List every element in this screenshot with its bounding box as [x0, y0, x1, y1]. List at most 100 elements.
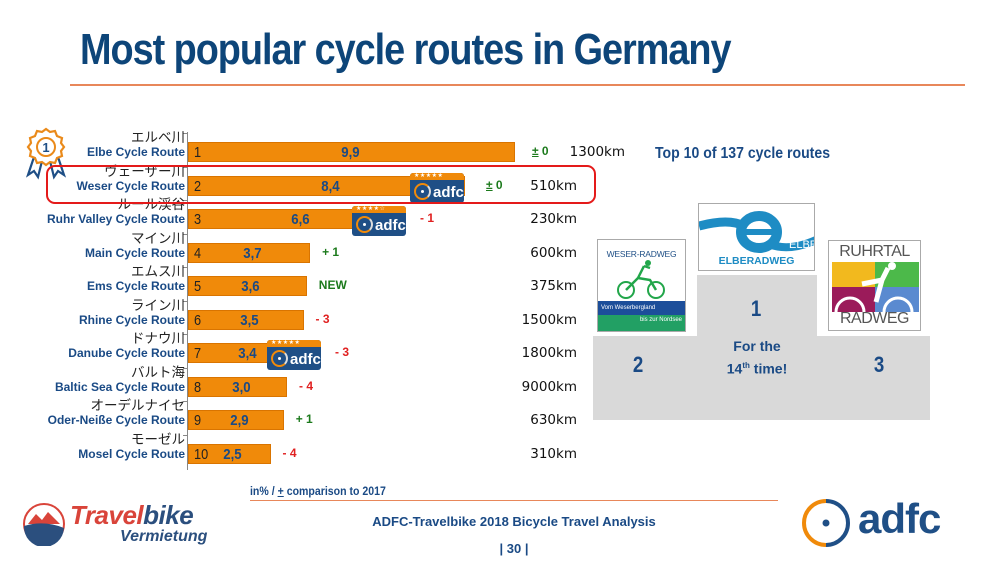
podium-first [697, 275, 817, 420]
adfc-star-badge: ★★★★★ adfc [267, 340, 321, 370]
route-length: 310km [530, 445, 577, 462]
bar: 8 3,0 [188, 376, 287, 397]
route-label: バルト海 Baltic Sea Cycle Route [0, 364, 185, 394]
svg-text:ELBE: ELBE [789, 239, 815, 251]
bar-rank-label: 5 [194, 278, 202, 295]
route-name-japanese: エルベ川 [131, 130, 185, 146]
route-length: 1800km [521, 345, 577, 361]
weser-highlight-outline [46, 165, 596, 204]
page-number: | 30 | [499, 541, 529, 556]
change-indicator: NEW [318, 278, 347, 292]
ruhrtal-cyclist-icon [834, 262, 914, 312]
bar: 4 3,7 [188, 242, 311, 263]
route-name-english: Oder-Neiße Cycle Route [47, 413, 185, 427]
route-name-japanese: モーゼル [131, 431, 185, 448]
weser-radweg-logo: WESER-RADWEG Vom Weserbergland bis zur N… [597, 239, 686, 332]
bar-rank-label: 1 [194, 144, 202, 161]
bar: 3 6,6 [188, 209, 406, 229]
route-name-japanese: ヴェーザー川 [104, 163, 185, 180]
y-axis-tick [183, 434, 187, 436]
elbe-radweg-logo: ELBE ELBERADWEG [698, 203, 815, 271]
bar: 9 2,9 [188, 410, 284, 430]
footer-divider [250, 500, 778, 501]
bar-value-label: 2,9 [230, 412, 249, 429]
badge-text: adfc [433, 183, 464, 201]
podium-note: For the 14th time! [726, 338, 788, 377]
badge-text: adfc [375, 217, 406, 234]
podium-place-2: 2 [632, 352, 644, 377]
route-name-japanese: バルト海 [131, 364, 185, 381]
ruhrtal-radweg-logo: RUHRTAL RADWEG [828, 240, 921, 331]
route-name-japanese: ドナウ川 [131, 331, 185, 347]
y-axis-tick [183, 334, 187, 335]
bar-rank-label: 9 [194, 412, 202, 429]
route-name-english: Ems Cycle Route [86, 279, 185, 293]
route-name-japanese: エムス川 [131, 264, 185, 280]
route-name-english: Main Cycle Route [84, 245, 185, 260]
route-name-english: Elbe Cycle Route [86, 145, 185, 159]
route-name-english: Danube Cycle Route [68, 346, 185, 360]
badge-text: adfc [290, 351, 321, 368]
route-name-japanese: ライン川 [131, 297, 185, 314]
route-length: 1500km [521, 311, 577, 328]
y-axis-tick [183, 401, 187, 402]
bar: 5 3,6 [188, 276, 307, 296]
podium-place-3: 3 [873, 352, 885, 377]
bar: 10 2,5 [188, 443, 271, 464]
y-axis-tick [183, 166, 187, 168]
adfc-logo: adfc [800, 495, 965, 549]
route-length: 600km [530, 244, 577, 261]
bar-rank-label: 10 [194, 445, 209, 463]
bar: 2 8,4 [188, 175, 466, 196]
route-label: マイン川 Main Cycle Route [0, 230, 185, 260]
change-indicator: + 1 [295, 412, 313, 426]
route-label: モーゼル Mosel Cycle Route [0, 431, 185, 461]
bar-value-label: 8,4 [320, 177, 340, 195]
cyclist-icon [617, 260, 665, 299]
bar-rank-label: 7 [194, 345, 202, 362]
route-length: 375km [530, 278, 577, 294]
route-name-japanese: ルール渓谷 [117, 197, 186, 213]
route-label: ライン川 Rhine Cycle Route [0, 297, 185, 327]
star-rating: ★★★★★ [267, 340, 321, 347]
elbe-e-icon: ELBE [699, 211, 815, 253]
bar: 1 9,9 [188, 142, 515, 162]
star-rating: ★★★★★ [410, 172, 464, 180]
route-name-japanese: マイン川 [131, 230, 185, 247]
change-indicator: - 4 [299, 378, 314, 393]
route-length: 230km [530, 211, 577, 227]
route-length: 630km [530, 412, 577, 428]
route-name-english: Mosel Cycle Route [78, 446, 185, 461]
svg-text:1: 1 [42, 140, 49, 155]
y-axis-tick [183, 133, 187, 134]
adfc-ring-icon [271, 350, 288, 367]
travelbike-logo: Travelbike Vermietung [22, 500, 232, 548]
route-length: 1300km [569, 144, 625, 160]
change-indicator: - 3 [335, 345, 350, 359]
adfc-star-badge: ★★★★☆ adfc [352, 206, 406, 236]
title-divider [70, 84, 965, 86]
bar-rank-label: 8 [194, 378, 202, 396]
y-axis-tick [183, 267, 187, 268]
route-label: エムス川 Ems Cycle Route [0, 265, 185, 293]
podium-place-1: 1 [750, 296, 762, 321]
bar-value-label: 3,4 [238, 345, 257, 362]
footnote: in% / + comparison to 2017 [250, 484, 386, 498]
star-rating: ★★★★☆ [352, 206, 406, 213]
change-indicator: - 1 [420, 211, 435, 225]
route-name-english: Baltic Sea Cycle Route [54, 379, 185, 394]
route-length: 510km [530, 177, 577, 194]
y-axis-tick [183, 367, 187, 369]
bar: 6 3,5 [188, 309, 304, 330]
bar-value-label: 9,9 [341, 144, 360, 161]
change-indicator: + 1 [322, 244, 340, 259]
adfc-ring-icon [414, 182, 431, 200]
adfc-ring-icon [356, 216, 373, 233]
change-indicator: - 4 [282, 445, 297, 460]
bar-value-label: 3,0 [231, 378, 251, 396]
bar-rank-label: 6 [194, 311, 202, 329]
route-name-english: Weser Cycle Route [76, 178, 186, 193]
bar-rank-label: 2 [194, 177, 202, 195]
bar-rank-label: 4 [194, 244, 202, 262]
route-length: 9000km [521, 378, 577, 395]
